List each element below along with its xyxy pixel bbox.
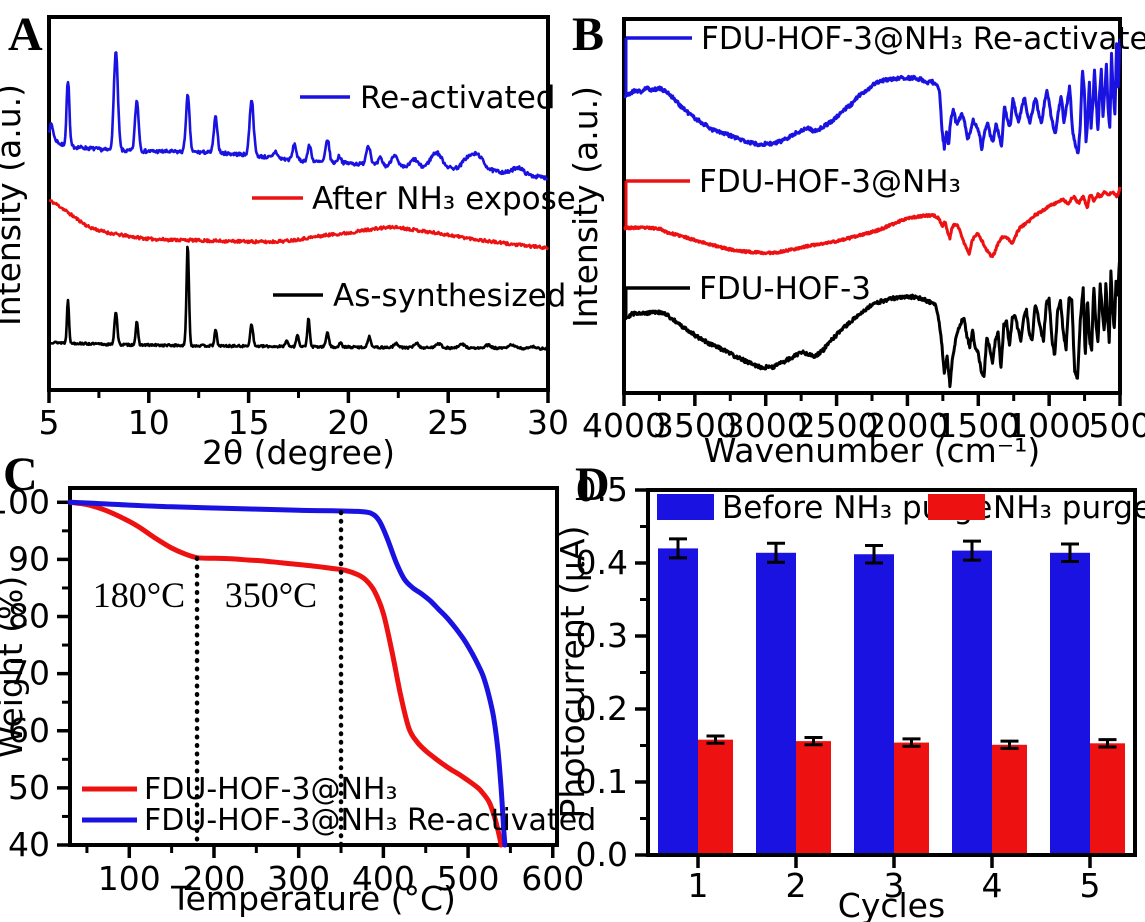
panel-C-frame [68, 486, 559, 847]
x-tick-label-C: 500 [437, 859, 500, 898]
legend-label-C: FDU-HOF-3@NH₃ [144, 772, 398, 807]
xrd-curve-blue [47, 51, 549, 181]
x-tick-label-B: 500 [1089, 406, 1145, 445]
ftir-curve-black [623, 257, 1122, 389]
legend-swatch-blue [657, 494, 714, 520]
y-tick-label-C: 80 [8, 597, 50, 636]
legend-label-B: FDU-HOF-3@NH₃ Re-activated [701, 21, 1145, 57]
tga-curve-red [67, 499, 504, 848]
panel-letter-A: A [8, 8, 43, 61]
bar-blue-cycle-3 [854, 554, 894, 855]
ftir-curve-blue [623, 38, 1122, 155]
panel-letter-C: C [3, 448, 38, 501]
tga-curve-blue [67, 499, 508, 848]
x-tick-label-B: 4000 [582, 406, 666, 445]
legend-label-A: Re-activated [360, 80, 555, 116]
x-tick-label-C: 200 [182, 859, 245, 898]
y-tick-label-C: 40 [8, 825, 50, 864]
bar-blue-cycle-4 [952, 550, 992, 855]
legend-label-B: FDU-HOF-3@NH₃ [699, 164, 961, 200]
x-tick-label-A: 20 [327, 403, 369, 442]
y-tick-label-D: 0.4 [576, 543, 628, 582]
x-tick-label-D: 5 [1080, 866, 1101, 905]
annotation-350°C: 350°C [225, 575, 317, 615]
bar-red-cycle-1 [698, 739, 733, 855]
x-tick-label-D: 3 [884, 866, 905, 905]
x-tick-label-B: 2500 [795, 406, 879, 445]
y-tick-label-D: 0.0 [576, 835, 628, 874]
y-tick-label-C: 90 [8, 539, 50, 578]
legend-swatch-red [928, 494, 985, 520]
x-tick-label-D: 2 [786, 866, 807, 905]
y-tick-label-C: 50 [8, 768, 50, 807]
x-tick-label-A: 30 [527, 403, 569, 442]
bar-red-cycle-3 [894, 742, 929, 855]
panel-letter-B: B [572, 8, 604, 61]
x-tick-label-C: 300 [267, 859, 330, 898]
ftir-curve-red [623, 186, 1122, 259]
y-tick-label-D: 0.1 [576, 762, 628, 801]
y-tick-label-C: 100 [0, 482, 50, 521]
bar-blue-cycle-2 [756, 552, 796, 855]
x-axis-title-D: Cycles [838, 886, 945, 922]
bar-red-cycle-2 [796, 741, 831, 855]
bar-red-cycle-4 [992, 744, 1027, 855]
y-axis-title-B: Intensity (a.u.) [566, 86, 605, 328]
y-tick-label-D: 0.2 [576, 689, 628, 728]
y-tick-label-D: 0.5 [576, 470, 628, 509]
y-axis-title-C: Weight (%) [0, 576, 30, 759]
x-tick-label-A: 10 [128, 403, 170, 442]
x-axis-title-A: 2θ (degree) [202, 433, 395, 472]
legend-label-A: As-synthesized [333, 278, 566, 314]
xrd-curve-red [48, 198, 549, 251]
x-tick-label-A: 25 [427, 403, 469, 442]
x-tick-label-B: 2000 [865, 406, 949, 445]
legend-label-B: FDU-HOF-3 [699, 271, 871, 307]
x-tick-label-C: 400 [352, 859, 415, 898]
x-tick-label-D: 4 [982, 866, 1003, 905]
x-tick-label-D: 1 [688, 866, 709, 905]
panel-letter-D: D [575, 458, 610, 511]
legend-label-A: After NH₃ expose [312, 181, 576, 217]
y-tick-label-C: 70 [8, 654, 50, 693]
x-tick-label-C: 100 [98, 859, 161, 898]
x-axis-title-B: Wavenumber (cm⁻¹) [704, 431, 1041, 470]
bar-blue-cycle-1 [658, 548, 698, 855]
x-tick-label-B: 1000 [1007, 406, 1091, 445]
x-tick-label-B: 3000 [724, 406, 808, 445]
x-tick-label-B: 3500 [653, 406, 737, 445]
x-axis-title-C: Temperature (°C) [170, 879, 456, 918]
annotation-180°C: 180°C [93, 575, 185, 615]
bar-blue-cycle-5 [1050, 552, 1090, 855]
x-tick-label-B: 1500 [936, 406, 1020, 445]
bar-red-cycle-5 [1090, 743, 1125, 855]
legend-label-D: NH₃ purge [993, 490, 1145, 526]
xrd-curve-black [48, 245, 549, 351]
x-tick-label-A: 5 [39, 403, 60, 442]
legend-label-C: FDU-HOF-3@NH₃ Re-activated [144, 803, 596, 838]
y-tick-label-D: 0.3 [576, 616, 628, 655]
y-axis-title-A: Intensity (a.u.) [0, 84, 28, 326]
y-tick-label-C: 60 [8, 711, 50, 750]
x-tick-label-A: 15 [228, 403, 270, 442]
x-tick-label-C: 600 [521, 859, 584, 898]
y-axis-title-D: Photocurrent (μA) [553, 526, 592, 819]
